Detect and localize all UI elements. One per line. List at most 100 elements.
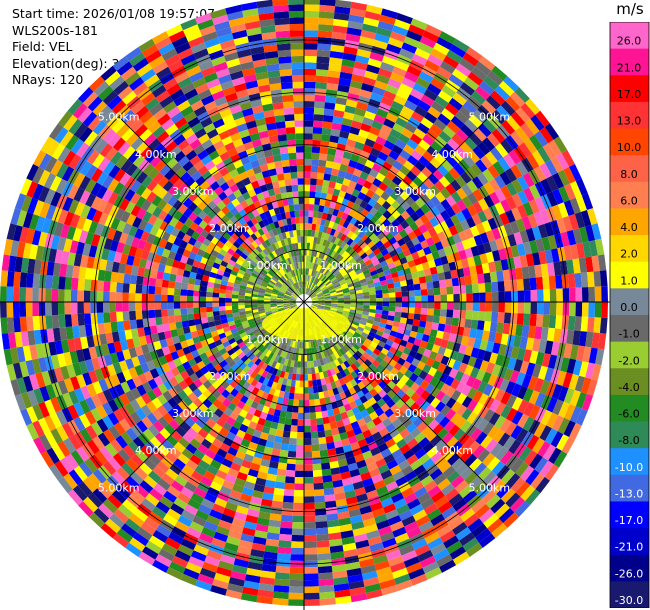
range-gate <box>304 94 315 102</box>
range-gate <box>464 364 474 376</box>
range-gate <box>570 181 582 198</box>
range-gate <box>201 438 212 449</box>
range-gate <box>232 355 241 364</box>
range-gate <box>168 280 176 289</box>
range-gate <box>450 115 465 129</box>
range-gate <box>300 367 304 375</box>
range-gate <box>79 399 91 414</box>
range-gate <box>112 452 126 467</box>
range-gate <box>182 464 195 476</box>
range-gate <box>314 257 319 264</box>
range-gate <box>236 471 248 481</box>
range-gate <box>369 371 378 380</box>
range-gate <box>173 357 183 367</box>
range-gate <box>235 505 249 515</box>
range-gate <box>212 398 222 409</box>
range-gate <box>200 476 213 487</box>
range-gate <box>383 269 392 276</box>
range-gate <box>92 334 102 347</box>
range-gate <box>254 530 268 539</box>
range-gate <box>287 398 294 406</box>
range-gate <box>360 185 370 195</box>
range-gate <box>409 88 424 100</box>
range-gate <box>359 354 368 363</box>
range-gate <box>180 295 187 302</box>
range-gate <box>378 275 387 282</box>
range-gate <box>319 238 325 246</box>
range-gate <box>229 411 239 421</box>
range-gate <box>354 183 364 192</box>
range-gate <box>175 274 183 283</box>
range-gate <box>391 418 403 429</box>
range-gate <box>433 369 443 380</box>
range-gate <box>173 458 186 470</box>
range-gate <box>367 344 376 353</box>
range-gate <box>414 289 422 297</box>
range-gate <box>330 235 337 244</box>
range-gate <box>419 255 428 264</box>
range-gate <box>105 332 114 344</box>
range-gate <box>325 506 338 515</box>
range-gate <box>113 409 125 422</box>
range-gate <box>337 297 345 301</box>
range-gate <box>499 418 512 433</box>
range-gate <box>354 487 367 497</box>
range-gate <box>185 459 198 471</box>
range-gate <box>313 250 318 257</box>
range-gate <box>201 498 215 510</box>
range-gate <box>569 244 579 260</box>
range-gate <box>77 278 85 291</box>
range-gate <box>440 294 448 302</box>
range-gate <box>170 367 180 377</box>
range-gate <box>371 163 382 173</box>
range-gate <box>109 291 117 302</box>
range-gate <box>399 229 408 239</box>
range-gate <box>407 312 415 320</box>
range-gate <box>485 302 493 312</box>
range-gate <box>395 302 403 308</box>
range-gate <box>442 448 456 461</box>
range-gate <box>243 357 252 366</box>
range-gate <box>167 344 177 354</box>
range-gate <box>354 412 364 421</box>
range-gate <box>458 484 473 499</box>
range-gate <box>510 425 523 440</box>
range-gate <box>212 380 221 390</box>
range-gate <box>376 302 383 307</box>
range-gate <box>460 258 470 269</box>
range-gate <box>263 446 273 455</box>
range-gate <box>494 503 510 519</box>
range-gate <box>374 157 386 167</box>
range-gate <box>346 409 355 418</box>
range-gate <box>202 357 211 366</box>
range-gate <box>74 387 86 403</box>
range-gate <box>155 348 165 358</box>
range-gate <box>440 199 451 210</box>
range-gate <box>328 532 342 541</box>
range-gate <box>69 350 79 364</box>
range-gate <box>153 375 164 387</box>
range-gate <box>328 141 338 150</box>
range-gate <box>182 326 191 334</box>
range-gate <box>230 327 238 334</box>
range-gate <box>354 197 363 206</box>
range-gate <box>373 281 382 287</box>
range-gate <box>358 323 366 329</box>
range-gate <box>515 481 531 497</box>
range-gate <box>304 342 307 349</box>
range-gate <box>212 302 219 307</box>
range-gate <box>460 420 472 433</box>
range-gate <box>440 383 451 394</box>
range-gate <box>456 326 465 336</box>
range-gate <box>123 320 131 331</box>
range-gate <box>312 256 317 264</box>
range-gate <box>122 292 129 302</box>
range-gate <box>488 178 501 192</box>
range-gate <box>213 315 221 322</box>
range-gate <box>103 429 116 443</box>
range-gate <box>329 421 338 430</box>
range-gate <box>326 272 333 279</box>
range-gate <box>464 228 474 240</box>
range-gate <box>374 33 390 44</box>
range-gate <box>206 306 213 313</box>
